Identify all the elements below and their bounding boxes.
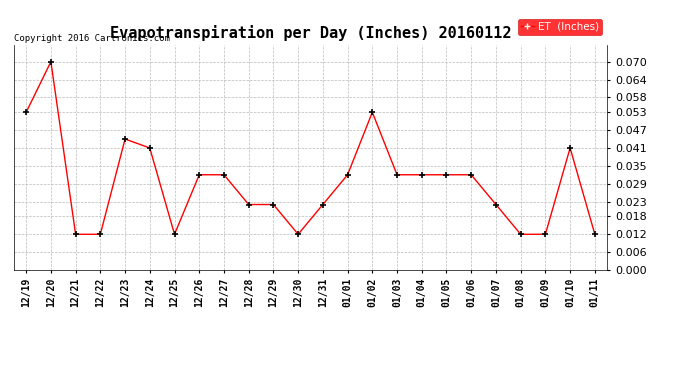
Title: Evapotranspiration per Day (Inches) 20160112: Evapotranspiration per Day (Inches) 2016… bbox=[110, 25, 511, 41]
Text: Copyright 2016 Cartronics.com: Copyright 2016 Cartronics.com bbox=[14, 34, 170, 43]
Legend: ET  (Inches): ET (Inches) bbox=[518, 19, 602, 35]
